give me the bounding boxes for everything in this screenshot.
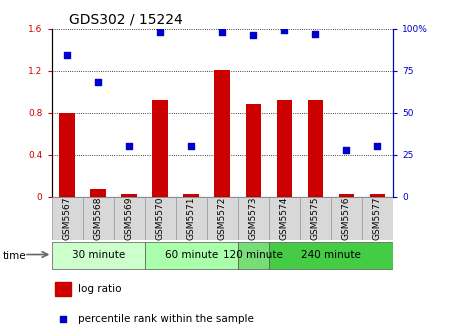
Text: 30 minute: 30 minute [71, 250, 125, 260]
Point [312, 31, 319, 36]
Text: GSM5571: GSM5571 [187, 197, 196, 240]
Bar [83, 197, 114, 240]
Point [219, 29, 226, 35]
Bar [246, 104, 261, 197]
Bar [56, 282, 71, 296]
Text: GSM5568: GSM5568 [94, 197, 103, 240]
Bar [121, 195, 137, 197]
Bar [153, 100, 168, 197]
Bar [59, 113, 75, 197]
Text: GSM5570: GSM5570 [156, 197, 165, 240]
Point [281, 28, 288, 33]
Point [188, 143, 195, 149]
Text: time: time [2, 251, 26, 261]
Point [157, 29, 164, 35]
Bar [339, 195, 354, 197]
Text: GSM5576: GSM5576 [342, 197, 351, 240]
Text: GSM5569: GSM5569 [125, 197, 134, 240]
Text: GSM5577: GSM5577 [373, 197, 382, 240]
Bar [269, 197, 300, 240]
Bar [90, 189, 106, 197]
Text: GSM5573: GSM5573 [249, 197, 258, 240]
Text: GSM5567: GSM5567 [63, 197, 72, 240]
Bar [215, 70, 230, 197]
Text: log ratio: log ratio [79, 284, 122, 294]
Bar [277, 100, 292, 197]
Text: GDS302 / 15224: GDS302 / 15224 [69, 12, 182, 26]
Bar [370, 195, 385, 197]
Text: GSM5574: GSM5574 [280, 197, 289, 240]
Bar [238, 242, 269, 269]
Text: GSM5572: GSM5572 [218, 197, 227, 240]
Text: 60 minute: 60 minute [165, 250, 218, 260]
Point [250, 33, 257, 38]
Point [343, 147, 350, 152]
Point [59, 316, 67, 321]
Bar [331, 197, 362, 240]
Point [64, 53, 71, 58]
Bar [300, 197, 331, 240]
Bar [114, 197, 145, 240]
Point [374, 143, 381, 149]
Bar [269, 242, 393, 269]
Point [95, 80, 102, 85]
Text: GSM5575: GSM5575 [311, 197, 320, 240]
Bar [207, 197, 238, 240]
Point [126, 143, 133, 149]
Text: 120 minute: 120 minute [223, 250, 283, 260]
Bar [176, 197, 207, 240]
Bar [145, 242, 238, 269]
Bar [145, 197, 176, 240]
Bar [238, 197, 269, 240]
Text: 240 minute: 240 minute [301, 250, 361, 260]
Bar [308, 100, 323, 197]
Bar [184, 195, 199, 197]
Text: percentile rank within the sample: percentile rank within the sample [79, 313, 254, 324]
Bar [362, 197, 393, 240]
Bar [52, 242, 145, 269]
Bar [52, 197, 83, 240]
